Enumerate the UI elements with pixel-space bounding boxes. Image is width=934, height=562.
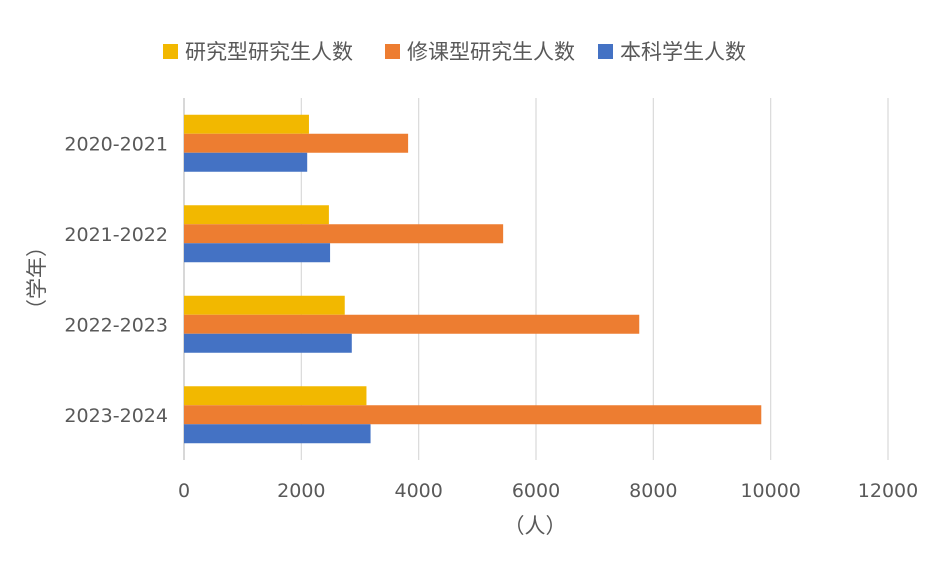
x-tick-label: 4000 [394, 480, 442, 502]
bar [184, 314, 640, 334]
bars [184, 114, 762, 444]
bar [184, 205, 329, 225]
y-axis-title: （学年） [25, 236, 49, 320]
bar [184, 114, 309, 134]
y-axis-ticks: 2020-2021 2021-2022 2022-2023 2023-2024 [64, 133, 168, 427]
x-tick-label: 0 [178, 480, 190, 502]
legend-label: 本科学生人数 [620, 40, 746, 64]
legend-label: 修课型研究生人数 [407, 40, 575, 64]
y-tick-label: 2021-2022 [64, 224, 168, 246]
x-tick-label: 2000 [277, 480, 325, 502]
x-tick-label: 10000 [740, 480, 800, 502]
y-tick-label: 2020-2021 [64, 133, 168, 155]
legend-swatch [598, 44, 613, 59]
x-tick-label: 12000 [858, 480, 918, 502]
bar [184, 152, 308, 172]
x-tick-label: 6000 [512, 480, 560, 502]
bar [184, 333, 352, 353]
legend-label: 研究型研究生人数 [185, 40, 353, 64]
y-tick-label: 2023-2024 [64, 405, 168, 427]
bar [184, 295, 345, 315]
legend-swatch [385, 44, 400, 59]
bar [184, 224, 504, 244]
bar [184, 133, 409, 153]
bar [184, 405, 762, 425]
legend-swatch [163, 44, 178, 59]
bar [184, 424, 371, 444]
bar [184, 243, 331, 263]
legend: 研究型研究生人数 修课型研究生人数 本科学生人数 [163, 40, 746, 64]
x-axis-title: （人） [504, 514, 567, 538]
bar [184, 386, 367, 406]
x-axis-ticks: 0 2000 4000 6000 8000 10000 12000 [178, 480, 918, 502]
x-tick-label: 8000 [629, 480, 677, 502]
y-tick-label: 2022-2023 [64, 314, 168, 336]
